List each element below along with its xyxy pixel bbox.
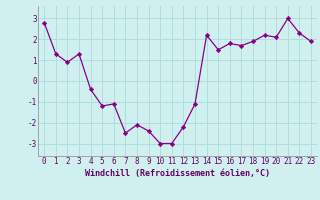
X-axis label: Windchill (Refroidissement éolien,°C): Windchill (Refroidissement éolien,°C) <box>85 169 270 178</box>
